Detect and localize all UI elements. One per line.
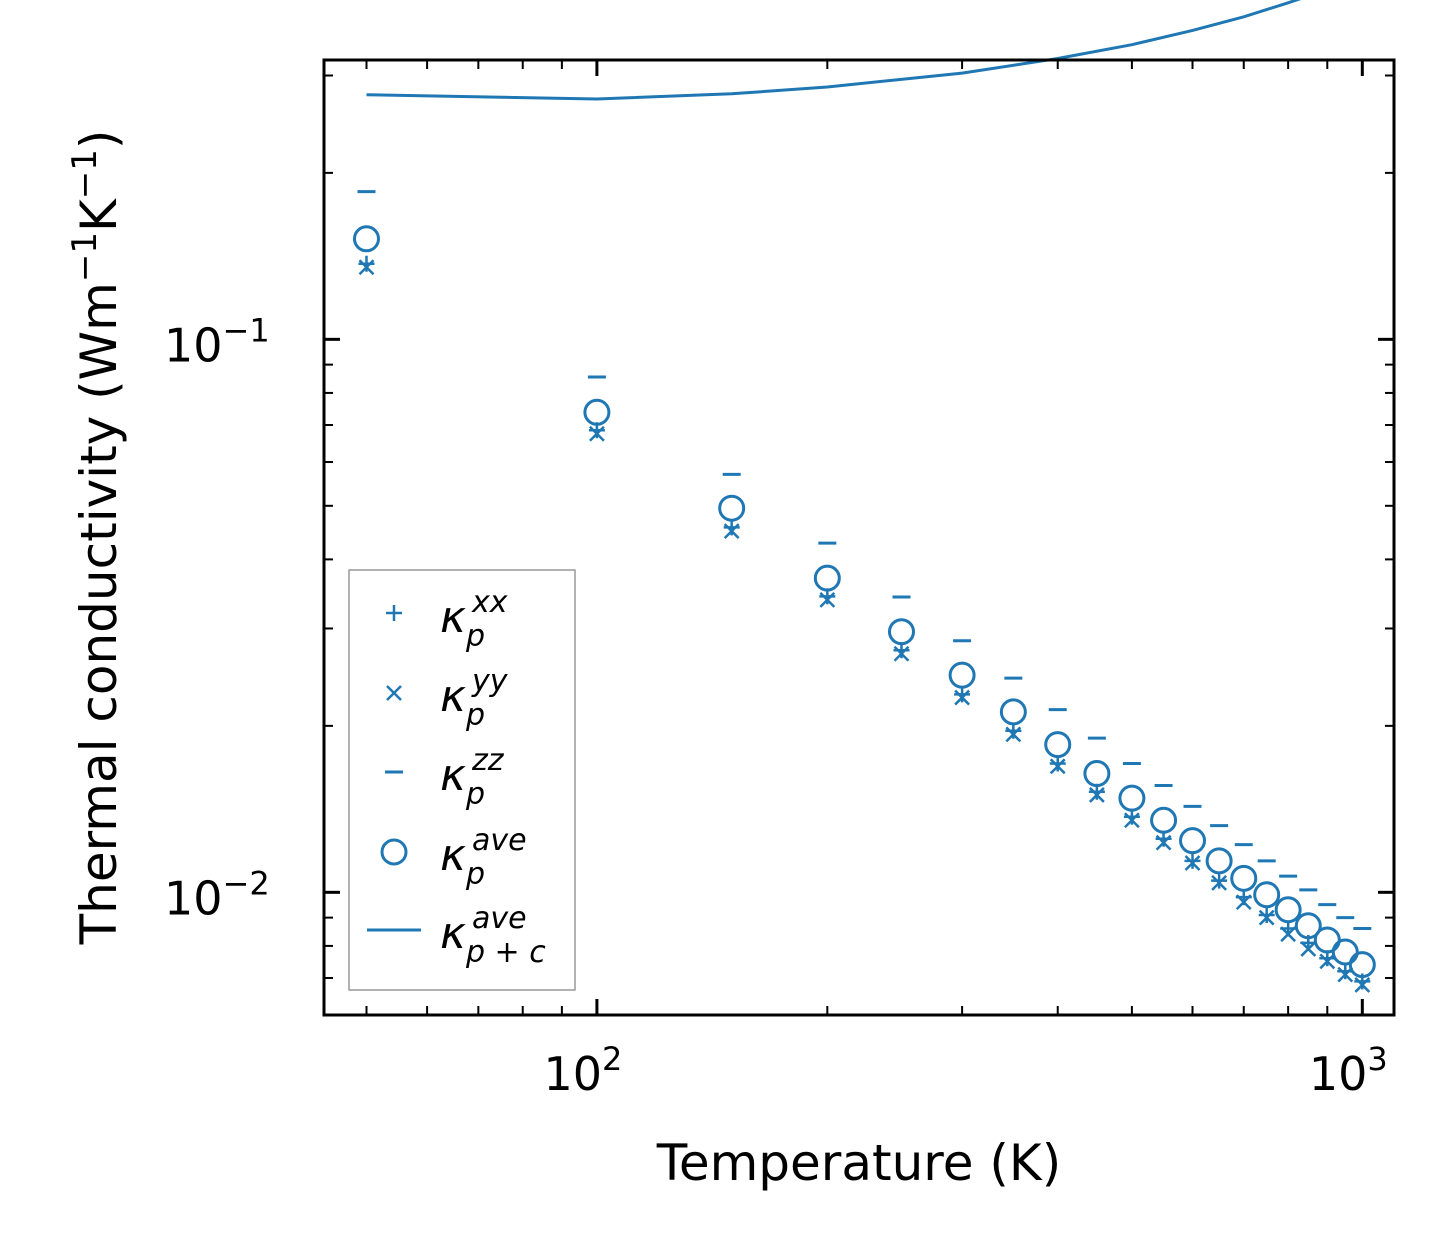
y-tick-label: 10−1 (164, 311, 270, 372)
point-kyy (1155, 834, 1172, 851)
point-kave (1230, 864, 1258, 892)
point-kyy (819, 591, 836, 608)
point-kave (1274, 896, 1302, 924)
legend-entry-kyy: κpyy (440, 664, 509, 733)
point-kxx (358, 255, 375, 272)
y-axis-label: Thermal conductivity (Wm−1K−1) (65, 130, 128, 946)
series-kyy (358, 259, 1371, 993)
point-kyy (1088, 787, 1105, 803)
point-kave (1118, 784, 1146, 812)
point-kyy (1280, 926, 1297, 943)
y-axis-label-main: Thermal conductivity (Wm (70, 282, 128, 945)
x-axis-label: Temperature (K) (656, 1134, 1061, 1192)
major-ticks (324, 60, 1394, 1015)
series-line-kpc (366, 0, 1302, 101)
point-kyy (893, 645, 910, 662)
y-axis-label-end: ) (70, 130, 128, 150)
point-kyy (1049, 758, 1066, 775)
point-kave (352, 225, 380, 253)
legend-marker-kyy (386, 685, 402, 701)
point-kave (1150, 806, 1178, 834)
point-kxx (1211, 872, 1228, 889)
point-kyy (1211, 875, 1228, 891)
point-kave (948, 661, 976, 689)
legend-entry-kzz: κpzz (440, 743, 505, 812)
point-kxx (1184, 852, 1201, 869)
legend-label-kzz: κpzz (440, 743, 505, 812)
x-tick-label: 102 (543, 1040, 622, 1101)
legend-entry-kxx: κpxx (440, 585, 508, 654)
point-kyy (723, 523, 740, 539)
legend-label-kyy: κpyy (440, 664, 509, 733)
point-kave (1083, 760, 1111, 788)
point-kave (583, 398, 611, 426)
point-kyy (1300, 941, 1317, 957)
tick-labels: 102 103 10−2 10−1 (164, 311, 1388, 1101)
legend-label-kxx: κpxx (440, 585, 508, 654)
x-tick-label: 103 (1309, 1040, 1388, 1101)
point-kave (1179, 827, 1207, 855)
legend-label-kpc: κp + cave (440, 901, 546, 970)
point-kave (1331, 938, 1359, 966)
legend-marker-kxx (386, 605, 402, 621)
legend-marker-kave (380, 838, 408, 866)
legend-entry-kave: κpave (440, 823, 527, 892)
plot-area (352, 0, 1376, 993)
point-kyy (358, 259, 375, 276)
y-axis-label-exp2: −1 (65, 149, 105, 199)
point-kave (999, 698, 1027, 726)
point-kyy (1354, 977, 1371, 993)
legend-frame (348, 569, 576, 991)
point-kave (1205, 847, 1233, 875)
point-kyy (1258, 909, 1275, 926)
series-kzz (357, 190, 1372, 931)
point-kyy (1235, 894, 1252, 911)
axes-frame (322, 58, 1396, 1017)
point-kxx (1258, 906, 1275, 923)
point-kyy (1184, 855, 1201, 871)
legend: κpxx κpyy κpzz κpave κp + cave (348, 569, 576, 991)
point-kyy (1005, 726, 1022, 743)
point-kave (1294, 912, 1322, 940)
point-kave (718, 494, 746, 522)
point-kave (887, 618, 915, 646)
legend-entry-kpc: κp + cave (440, 901, 546, 970)
point-kyy (589, 425, 605, 442)
y-axis-label-mid: K (70, 198, 128, 232)
point-kave (1044, 731, 1072, 759)
point-kxx (1049, 755, 1066, 772)
point-kave (813, 564, 841, 592)
point-kyy (954, 689, 970, 706)
point-kave (1253, 881, 1281, 909)
point-kave (1348, 951, 1376, 979)
legend-label-kave: κpave (440, 823, 527, 892)
series-kave (352, 225, 1376, 979)
point-kyy (1124, 812, 1140, 829)
y-axis-label-exp1: −1 (65, 232, 105, 282)
y-tick-label: 10−2 (164, 864, 270, 925)
legend-markers (367, 605, 421, 932)
point-kyy (1319, 953, 1336, 970)
point-kxx (954, 686, 971, 703)
